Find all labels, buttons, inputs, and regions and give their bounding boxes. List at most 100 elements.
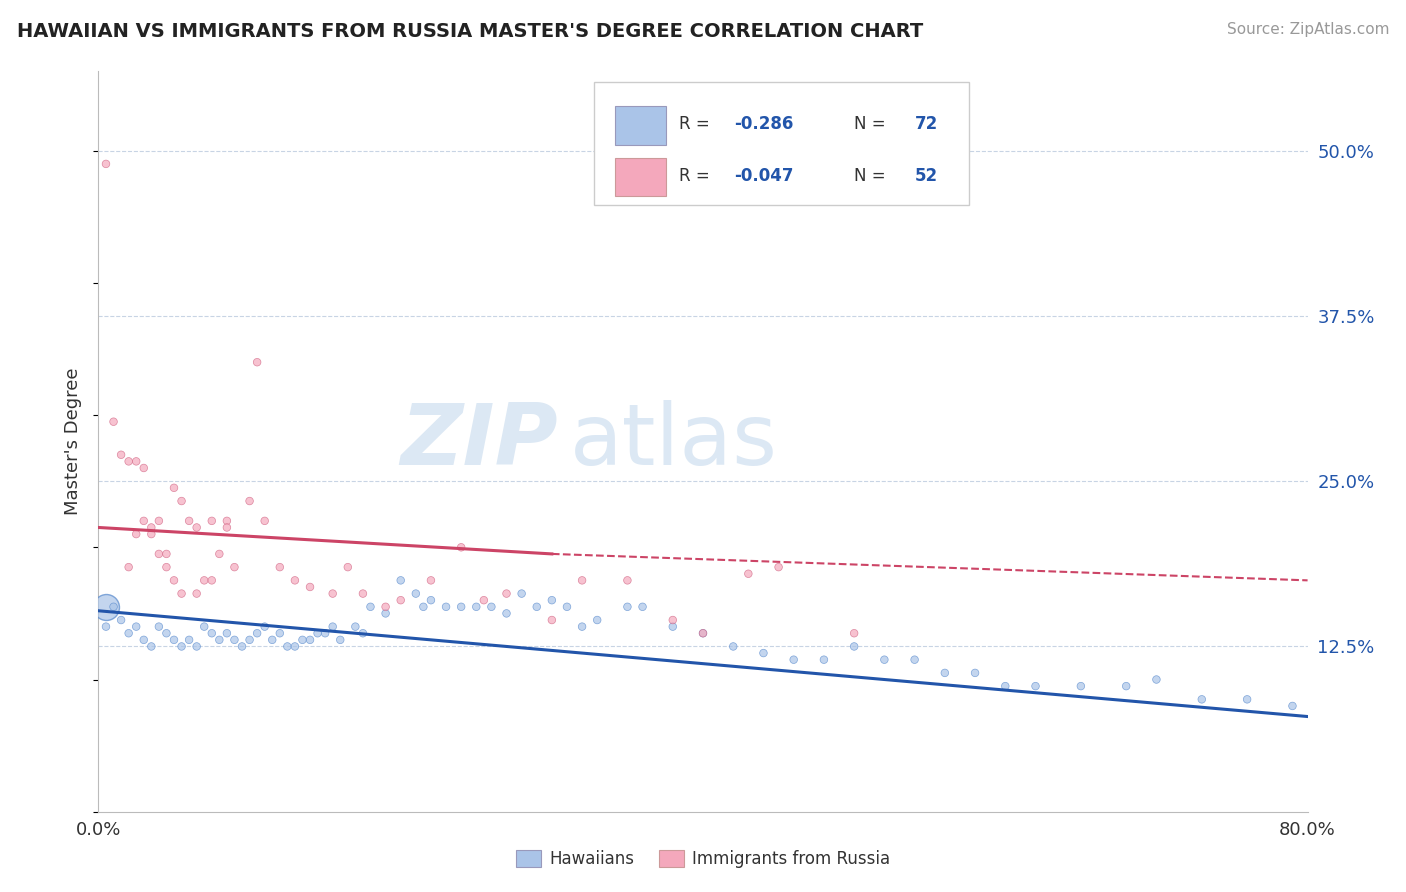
Point xyxy=(170,494,193,508)
Point xyxy=(141,640,163,654)
Point xyxy=(94,619,117,633)
Point xyxy=(155,547,177,561)
Point xyxy=(262,632,284,647)
Point xyxy=(215,626,238,640)
Point xyxy=(723,640,745,654)
Point xyxy=(239,632,262,647)
Text: -0.047: -0.047 xyxy=(734,167,794,185)
Point xyxy=(1281,698,1303,713)
Point xyxy=(844,640,866,654)
Point xyxy=(352,626,374,640)
Point xyxy=(540,593,562,607)
Point xyxy=(322,586,344,600)
Point xyxy=(510,586,533,600)
Point xyxy=(103,415,125,429)
Point xyxy=(495,586,517,600)
Point xyxy=(813,653,835,667)
Point xyxy=(555,599,578,614)
Point xyxy=(186,520,208,534)
Point xyxy=(472,593,495,607)
Point xyxy=(186,640,208,654)
Point xyxy=(239,494,262,508)
Point xyxy=(344,619,367,633)
Point xyxy=(586,613,609,627)
Point xyxy=(208,547,231,561)
Point xyxy=(215,514,238,528)
Legend: Hawaiians, Immigrants from Russia: Hawaiians, Immigrants from Russia xyxy=(509,843,897,875)
Point xyxy=(224,560,246,574)
Point xyxy=(571,619,593,633)
Point xyxy=(1191,692,1213,706)
Point xyxy=(420,593,443,607)
Point xyxy=(768,560,790,574)
Point xyxy=(170,640,193,654)
Point xyxy=(155,560,177,574)
Point xyxy=(201,574,224,588)
Point xyxy=(389,574,412,588)
Point xyxy=(434,599,457,614)
Text: Source: ZipAtlas.com: Source: ZipAtlas.com xyxy=(1226,22,1389,37)
Point xyxy=(934,665,956,680)
Point xyxy=(141,527,163,541)
Point xyxy=(661,619,683,633)
Point xyxy=(163,481,186,495)
Text: R =: R = xyxy=(679,115,714,133)
Point xyxy=(1115,679,1137,693)
Point xyxy=(125,454,148,468)
Point xyxy=(540,613,562,627)
Point xyxy=(307,626,329,640)
Point xyxy=(412,599,434,614)
Point xyxy=(631,599,654,614)
Point xyxy=(132,514,155,528)
Bar xyxy=(614,106,665,145)
Point xyxy=(125,527,148,541)
Point xyxy=(1070,679,1092,693)
Point xyxy=(179,632,201,647)
Point xyxy=(253,619,276,633)
Point xyxy=(873,653,896,667)
Point xyxy=(299,632,322,647)
Point xyxy=(179,514,201,528)
Point xyxy=(965,665,987,680)
Point xyxy=(284,640,307,654)
Point xyxy=(170,586,193,600)
Point xyxy=(692,626,714,640)
Point xyxy=(163,574,186,588)
Point xyxy=(186,586,208,600)
Point xyxy=(322,619,344,633)
Point xyxy=(1024,679,1046,693)
Point xyxy=(253,514,276,528)
Point xyxy=(336,560,359,574)
Point xyxy=(193,619,215,633)
Point xyxy=(246,355,269,369)
Point xyxy=(224,632,246,647)
Point xyxy=(148,547,170,561)
Point xyxy=(994,679,1017,693)
Point xyxy=(103,599,125,614)
Point xyxy=(481,599,503,614)
Point xyxy=(193,574,215,588)
Text: ZIP: ZIP xyxy=(401,400,558,483)
Point xyxy=(201,514,224,528)
Text: R =: R = xyxy=(679,167,714,185)
Point xyxy=(389,593,412,607)
Point xyxy=(276,640,298,654)
Text: HAWAIIAN VS IMMIGRANTS FROM RUSSIA MASTER'S DEGREE CORRELATION CHART: HAWAIIAN VS IMMIGRANTS FROM RUSSIA MASTE… xyxy=(17,22,924,41)
Text: -0.286: -0.286 xyxy=(734,115,794,133)
Point xyxy=(661,613,683,627)
Text: 52: 52 xyxy=(915,167,938,185)
Point xyxy=(405,586,427,600)
Point xyxy=(141,520,163,534)
Point xyxy=(125,619,148,633)
Text: N =: N = xyxy=(855,115,891,133)
Point xyxy=(450,599,472,614)
Text: atlas: atlas xyxy=(569,400,778,483)
Point xyxy=(155,626,177,640)
Point xyxy=(420,574,443,588)
Point xyxy=(94,599,117,614)
Point xyxy=(201,626,224,640)
Point xyxy=(692,626,714,640)
Point xyxy=(904,653,927,667)
Point xyxy=(844,626,866,640)
Point xyxy=(526,599,548,614)
